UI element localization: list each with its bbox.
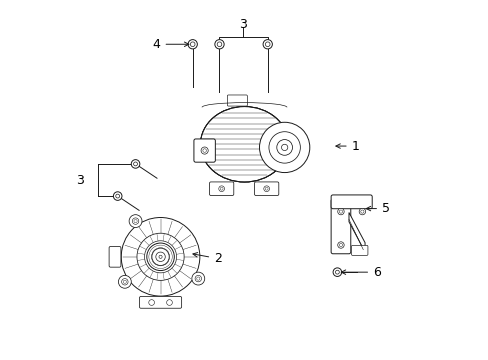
Circle shape — [131, 159, 140, 168]
Circle shape — [201, 147, 208, 154]
Text: 3: 3 — [239, 18, 247, 31]
Circle shape — [203, 149, 206, 152]
FancyBboxPatch shape — [351, 246, 367, 255]
Circle shape — [188, 40, 197, 49]
Circle shape — [264, 187, 267, 190]
Circle shape — [195, 275, 201, 282]
Text: 2: 2 — [193, 252, 222, 265]
Circle shape — [159, 255, 162, 258]
Circle shape — [217, 42, 222, 46]
Circle shape — [259, 122, 309, 172]
FancyBboxPatch shape — [109, 247, 121, 267]
Circle shape — [113, 192, 122, 201]
Circle shape — [133, 162, 137, 166]
FancyBboxPatch shape — [227, 95, 247, 106]
Polygon shape — [348, 212, 365, 252]
Circle shape — [332, 268, 341, 276]
Circle shape — [191, 272, 204, 285]
Circle shape — [337, 208, 344, 215]
Circle shape — [137, 233, 184, 280]
Text: 5: 5 — [366, 202, 389, 215]
Circle shape — [281, 144, 287, 150]
Circle shape — [122, 279, 128, 285]
Circle shape — [121, 217, 200, 296]
Text: 6: 6 — [341, 266, 380, 279]
Circle shape — [134, 220, 137, 223]
Circle shape — [220, 187, 223, 190]
Circle shape — [144, 241, 176, 273]
Circle shape — [146, 243, 174, 271]
Text: 4: 4 — [152, 38, 188, 51]
FancyBboxPatch shape — [194, 139, 215, 162]
Circle shape — [123, 280, 126, 283]
Circle shape — [263, 40, 272, 49]
FancyBboxPatch shape — [254, 182, 278, 195]
Circle shape — [276, 140, 292, 155]
Text: 1: 1 — [335, 140, 359, 153]
Circle shape — [190, 42, 195, 46]
Ellipse shape — [200, 107, 288, 182]
Circle shape — [148, 300, 154, 305]
Circle shape — [152, 248, 169, 265]
Circle shape — [132, 218, 139, 224]
Circle shape — [337, 242, 344, 248]
Circle shape — [166, 300, 172, 305]
Circle shape — [335, 270, 339, 274]
Circle shape — [156, 252, 165, 261]
Circle shape — [358, 208, 365, 215]
Circle shape — [116, 194, 120, 198]
Ellipse shape — [200, 107, 288, 182]
Circle shape — [218, 186, 224, 192]
Circle shape — [339, 210, 342, 213]
Circle shape — [196, 277, 200, 280]
Circle shape — [339, 243, 342, 247]
Circle shape — [268, 132, 300, 163]
Circle shape — [265, 42, 269, 46]
FancyBboxPatch shape — [330, 195, 371, 209]
Circle shape — [214, 40, 224, 49]
FancyBboxPatch shape — [139, 296, 181, 308]
Circle shape — [118, 275, 131, 288]
Circle shape — [129, 215, 142, 228]
FancyBboxPatch shape — [209, 182, 233, 195]
Text: 3: 3 — [76, 174, 84, 186]
Circle shape — [263, 186, 269, 192]
FancyBboxPatch shape — [330, 199, 350, 254]
Circle shape — [360, 210, 363, 213]
